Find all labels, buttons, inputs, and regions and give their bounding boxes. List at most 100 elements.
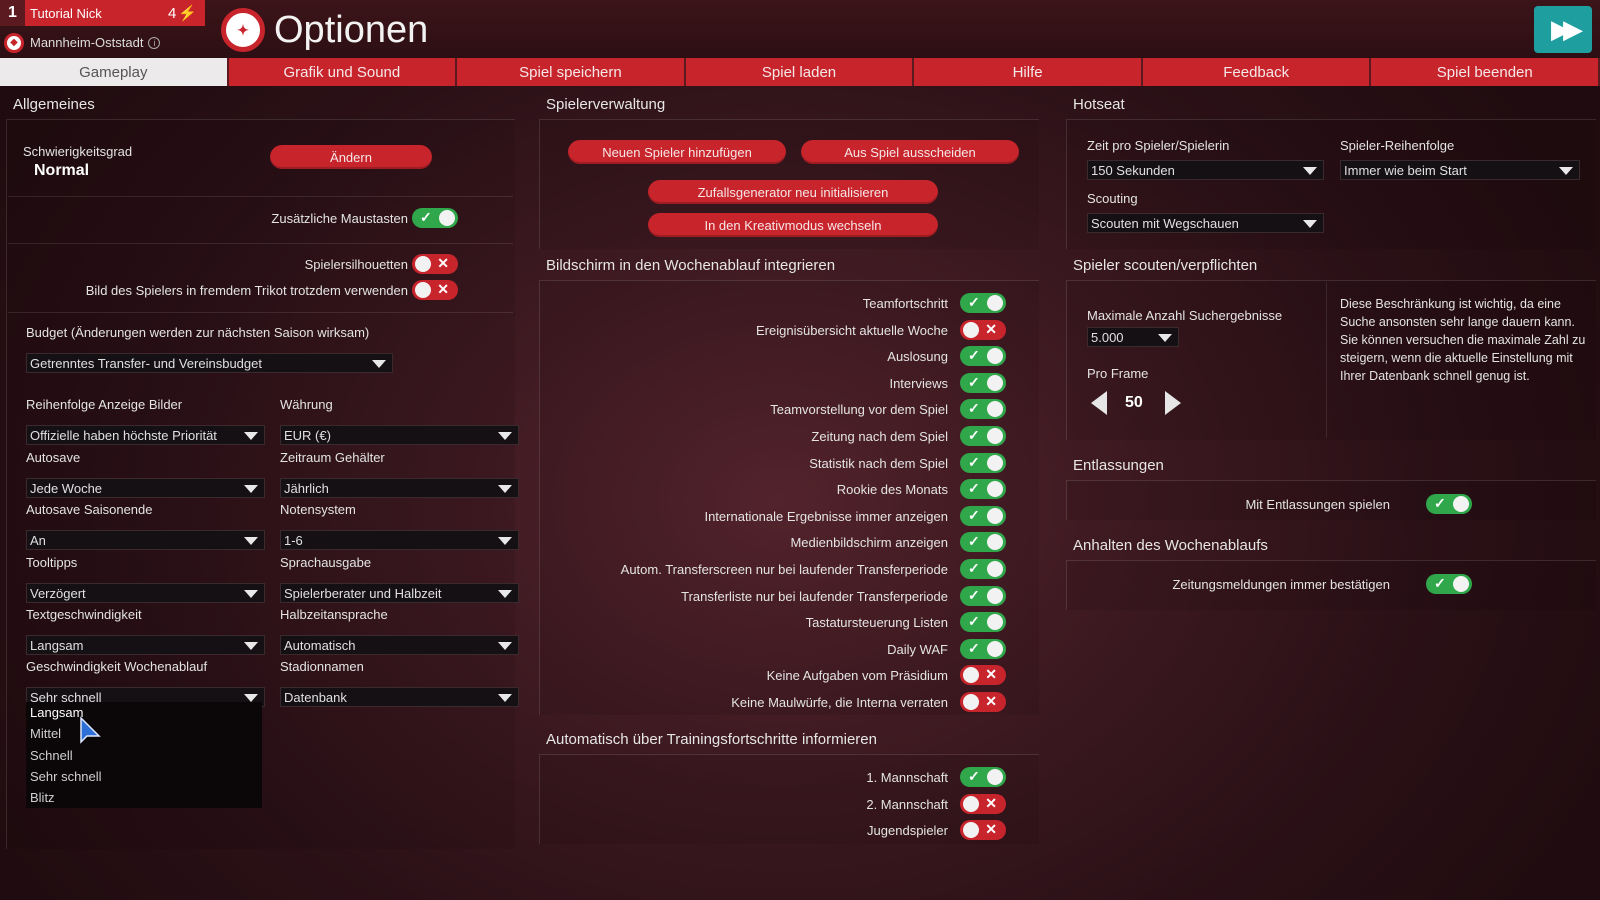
check-icon: ✓ — [968, 560, 980, 576]
club-row[interactable]: ◆ Mannheim-Oststadt i — [0, 29, 206, 56]
time-per-player-dropdown[interactable]: 150 Sekunden — [1087, 160, 1324, 180]
add-player-button[interactable]: Neuen Spieler hinzufügen — [568, 140, 786, 164]
tastatursteuerung-listen-label: Tastatursteuerung Listen — [805, 615, 948, 631]
tab-grafik-und-sound[interactable]: Grafik und Sound — [228, 58, 458, 86]
toggle-knob — [439, 210, 455, 226]
internationale-ergebnisse-immer-anzeigen-toggle[interactable]: ✓ — [960, 505, 1006, 526]
option-langsam[interactable]: Langsam — [30, 705, 84, 720]
tab-spiel-beenden[interactable]: Spiel beenden — [1371, 58, 1600, 86]
foreign-jersey-toggle[interactable]: ✕ — [412, 280, 458, 300]
toggle-knob — [987, 454, 1003, 471]
chevron-down-icon — [244, 432, 258, 440]
jugendspieler-toggle[interactable]: ✕ — [960, 820, 1006, 841]
stadium-names-label: Stadionnamen — [280, 659, 364, 674]
option-schnell[interactable]: Schnell — [30, 748, 73, 763]
club-logo-icon: ◆ — [4, 32, 24, 53]
tastatursteuerung-listen-toggle[interactable]: ✓ — [960, 612, 1006, 633]
chevron-down-icon — [1158, 334, 1172, 342]
voice-dropdown[interactable]: Spielerberater und Halbzeit — [280, 583, 519, 603]
max-results-dropdown[interactable]: 5.000 — [1087, 327, 1179, 347]
autosave-season-dropdown[interactable]: An — [26, 530, 265, 550]
toggle-knob — [987, 587, 1003, 604]
toggle-knob — [987, 534, 1003, 551]
tab-spiel-speichern[interactable]: Spiel speichern — [457, 58, 686, 86]
stadium-names-dropdown[interactable]: Datenbank — [280, 687, 519, 707]
2-mannschaft-toggle[interactable]: ✕ — [960, 793, 1006, 814]
salary-period-label: Zeitraum Gehälter — [280, 450, 385, 465]
image-order-dropdown[interactable]: Offizielle haben höchste Priorität — [26, 425, 265, 445]
interviews-toggle[interactable]: ✓ — [960, 372, 1006, 393]
toggle-knob — [987, 401, 1003, 418]
keine-maulwurfe-die-interna-verraten-toggle[interactable]: ✕ — [960, 692, 1006, 712]
transferliste-nur-bei-laufender-transferperiode-label: Transferliste nur bei laufender Transfer… — [681, 588, 948, 604]
arrow-right-icon[interactable] — [1165, 391, 1181, 415]
text-speed-value: Langsam — [30, 638, 84, 653]
option-blitz[interactable]: Blitz — [30, 790, 55, 805]
silhouettes-toggle[interactable]: ✕ — [412, 254, 458, 274]
halftime-dropdown[interactable]: Automatisch — [280, 635, 519, 655]
medienbildschirm-anzeigen-toggle[interactable]: ✓ — [960, 532, 1006, 553]
toggle-knob — [987, 640, 1003, 657]
section-title-allgemeines: Allgemeines — [13, 96, 95, 113]
autom-transferscreen-nur-bei-laufender-transferperiode-toggle[interactable]: ✓ — [960, 559, 1006, 579]
1-mannschaft-toggle[interactable]: ✓ — [960, 767, 1006, 787]
check-icon: ✓ — [968, 373, 980, 390]
budget-dropdown[interactable]: Getrenntes Transfer- und Vereinsbudget — [26, 353, 393, 373]
tab-spiel-laden[interactable]: Spiel laden — [685, 58, 915, 86]
reset-random-button[interactable]: Zufallsgenerator neu initialisieren — [648, 180, 938, 204]
salary-period-dropdown[interactable]: Jährlich — [280, 478, 519, 498]
check-icon: ✓ — [968, 768, 980, 784]
extra-mouse-toggle[interactable]: ✓ — [412, 208, 458, 228]
tab-hilfe[interactable]: Hilfe — [914, 58, 1143, 86]
rookie-des-monats-toggle[interactable]: ✓ — [960, 479, 1006, 500]
section-title-spielerverwaltung: Spielerverwaltung — [546, 96, 666, 113]
tooltips-dropdown[interactable]: Verzögert — [26, 583, 265, 603]
statistik-nach-dem-spiel-toggle[interactable]: ✓ — [960, 452, 1006, 473]
dismissals-toggle[interactable]: ✓ — [1426, 494, 1472, 514]
chevron-down-icon — [1303, 167, 1317, 175]
toggle-knob — [987, 561, 1003, 577]
max-results-label: Maximale Anzahl Suchergebnisse — [1087, 308, 1283, 323]
tab-feedback[interactable]: Feedback — [1142, 58, 1372, 86]
section-title-bildschirm: Bildschirm in den Wochenablauf integrier… — [546, 257, 836, 274]
interviews-label: Interviews — [889, 375, 948, 391]
arrow-left-icon[interactable] — [1091, 391, 1107, 415]
change-difficulty-button[interactable]: Ändern — [270, 145, 432, 169]
divider — [1326, 282, 1327, 438]
creative-mode-button[interactable]: In den Kreativmodus wechseln — [648, 213, 938, 237]
option-mittel[interactable]: Mittel — [30, 726, 62, 741]
autosave-dropdown[interactable]: Jede Woche — [26, 478, 265, 498]
teamvorstellung-vor-dem-spiel-toggle[interactable]: ✓ — [960, 399, 1006, 420]
auslosung-toggle[interactable]: ✓ — [960, 346, 1006, 367]
cross-icon: ✕ — [985, 320, 997, 337]
text-speed-dropdown[interactable]: Langsam — [26, 635, 265, 655]
tab-gameplay[interactable]: Gameplay — [0, 58, 229, 86]
time-per-player-label: Zeit pro Spieler/Spielerin — [1087, 138, 1230, 153]
fast-forward-button[interactable]: ▶▶ — [1534, 6, 1592, 53]
voice-label: Sprachausgabe — [280, 555, 372, 570]
image-order-value: Offizielle haben höchste Priorität — [30, 428, 217, 443]
chevron-down-icon — [244, 694, 258, 702]
leave-game-button[interactable]: Aus Spiel ausscheiden — [801, 140, 1019, 164]
option-sehr-schnell[interactable]: Sehr schnell — [30, 769, 102, 784]
ereignisubersicht-aktuelle-woche-toggle[interactable]: ✕ — [960, 319, 1006, 340]
check-icon: ✓ — [1434, 575, 1446, 591]
chevron-down-icon — [372, 360, 386, 368]
zeitung-nach-dem-spiel-toggle[interactable]: ✓ — [960, 426, 1006, 446]
confirm-news-toggle[interactable]: ✓ — [1426, 574, 1472, 594]
chevron-down-icon — [498, 694, 512, 702]
transferliste-nur-bei-laufender-transferperiode-toggle[interactable]: ✓ — [960, 585, 1006, 606]
info-icon[interactable]: i — [148, 36, 161, 49]
currency-dropdown[interactable]: EUR (€) — [280, 425, 519, 445]
stadium-names-value: Datenbank — [284, 690, 347, 705]
player-name-bar[interactable]: Tutorial Nick 4 ⚡ — [25, 0, 205, 26]
chevron-down-icon — [498, 642, 512, 650]
daily-waf-toggle[interactable]: ✓ — [960, 638, 1006, 659]
scouting-dropdown[interactable]: Scouten mit Wegschauen — [1087, 213, 1324, 233]
teamfortschritt-toggle[interactable]: ✓ — [960, 293, 1006, 313]
keine-aufgaben-vom-prasidium-toggle[interactable]: ✕ — [960, 665, 1006, 686]
lightning-icon: ⚡ — [178, 5, 197, 22]
chevron-down-icon — [498, 485, 512, 493]
player-order-dropdown[interactable]: Immer wie beim Start — [1340, 160, 1580, 180]
grading-dropdown[interactable]: 1-6 — [280, 530, 519, 550]
